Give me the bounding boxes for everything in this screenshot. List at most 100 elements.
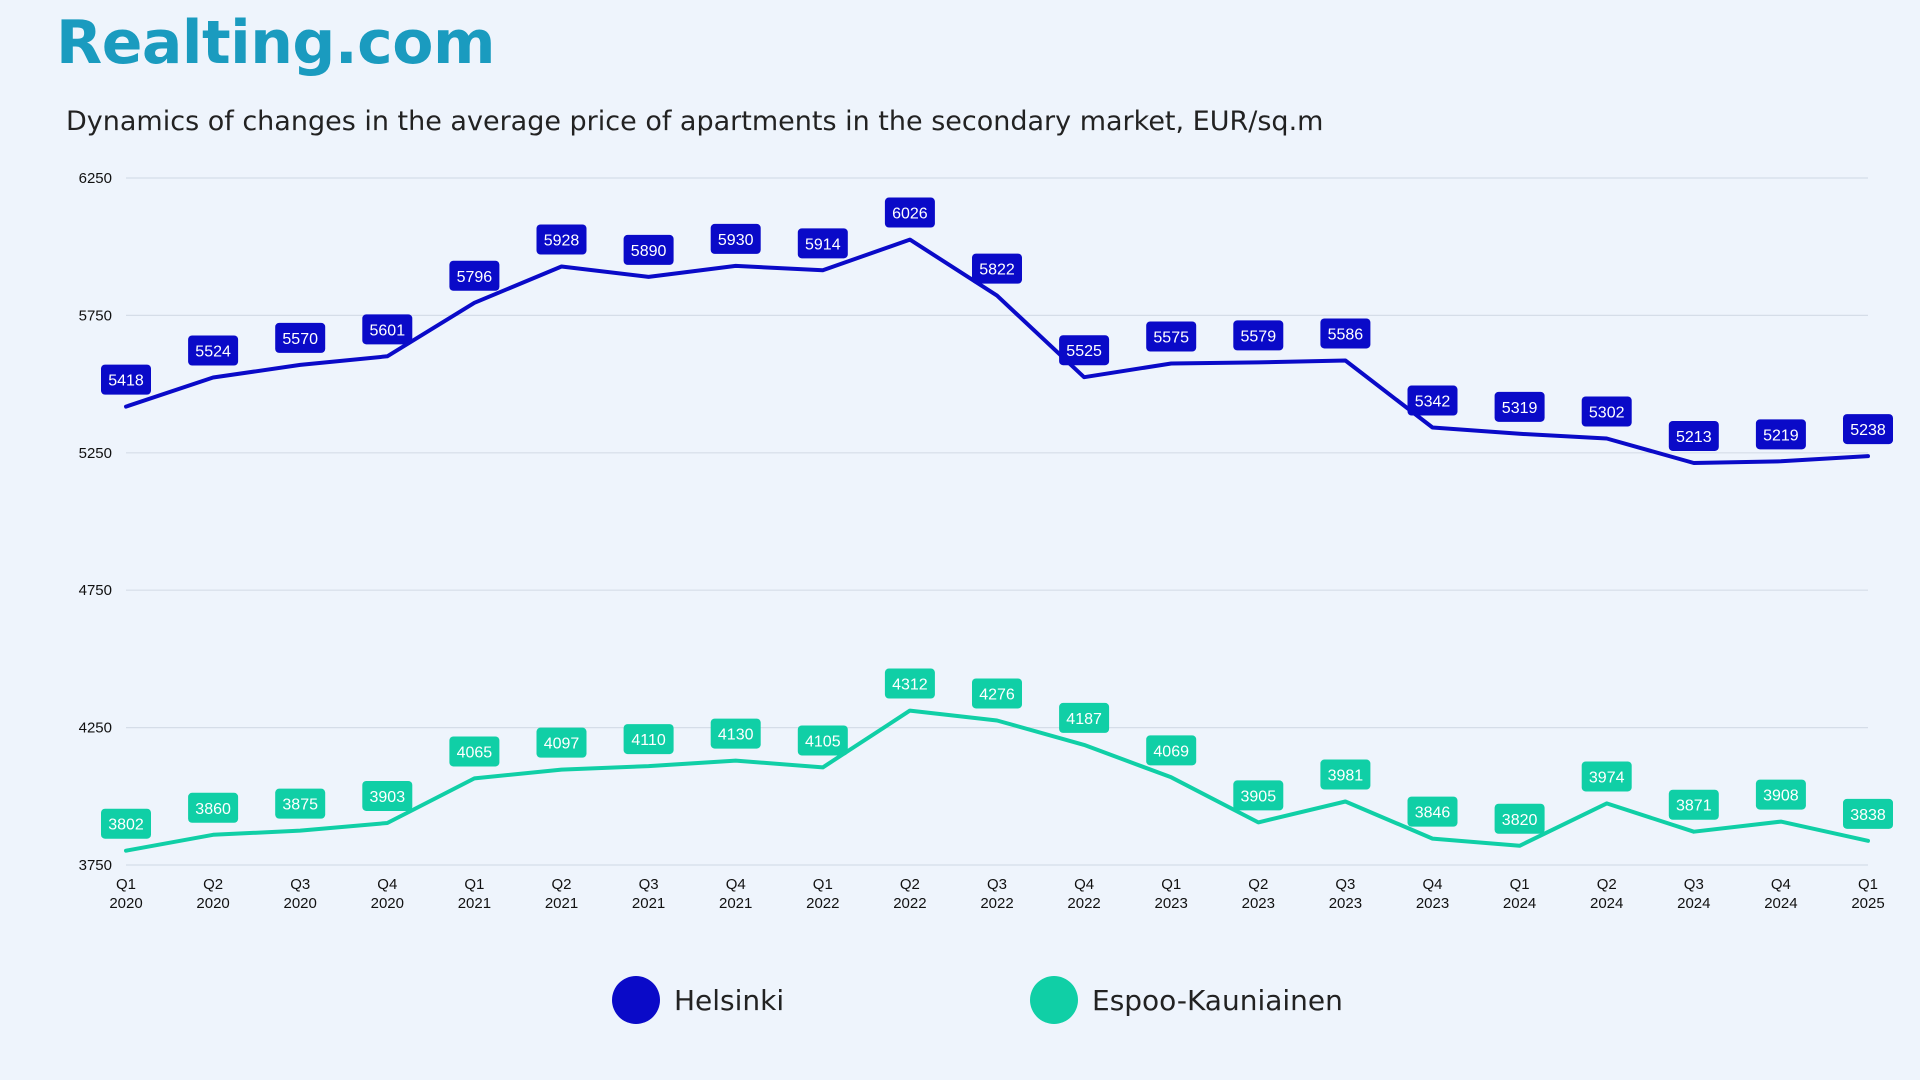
espoo-kauniainen-data-label: 3908 xyxy=(1755,779,1806,810)
x-tick-label-year: 2024 xyxy=(1590,895,1623,912)
legend-espoo-kauniainen-label: Espoo-Kauniainen xyxy=(1092,983,1343,1017)
data-label-text: 5575 xyxy=(1153,329,1189,346)
x-tick-label: Q4 xyxy=(1422,876,1442,893)
x-tick-label-year: 2023 xyxy=(1242,895,1275,912)
data-label-text: 5319 xyxy=(1502,400,1538,417)
espoo-kauniainen-data-label: 4130 xyxy=(710,718,761,749)
x-tick-label-year: 2020 xyxy=(196,895,229,912)
data-label-box xyxy=(710,223,761,254)
espoo-kauniainen-data-label: 4110 xyxy=(623,724,674,755)
data-label-box xyxy=(1843,414,1893,445)
data-label-box xyxy=(536,224,587,255)
espoo-kauniainen-data-label: 4105 xyxy=(797,725,848,756)
x-tick-label-year: 2020 xyxy=(284,895,317,912)
data-label-box xyxy=(1668,420,1719,451)
x-tick-label: Q1 xyxy=(1161,876,1181,893)
data-label-box xyxy=(1320,759,1371,790)
data-label-text: 5570 xyxy=(282,331,318,348)
data-label-text: 3820 xyxy=(1502,812,1538,829)
data-label-box xyxy=(1755,419,1806,450)
espoo-kauniainen-data-label: 3974 xyxy=(1581,761,1632,792)
data-label-box xyxy=(101,364,151,395)
y-tick-label: 5250 xyxy=(79,445,112,462)
y-tick-label: 5750 xyxy=(79,307,112,324)
data-label-text: 3974 xyxy=(1589,769,1625,786)
data-label-box xyxy=(1494,803,1545,834)
data-label-box xyxy=(1320,318,1371,349)
data-label-box xyxy=(972,253,1022,284)
x-tick-label-year: 2020 xyxy=(109,895,142,912)
data-label-box xyxy=(1059,335,1110,366)
helsinki-data-label: 5928 xyxy=(536,224,587,255)
x-tick-label-year: 2023 xyxy=(1329,895,1362,912)
x-tick-label: Q1 xyxy=(464,876,484,893)
helsinki-data-label: 5575 xyxy=(1146,321,1197,352)
data-label-box xyxy=(188,335,239,366)
espoo-kauniainen-data-label: 4312 xyxy=(884,668,935,699)
data-label-box xyxy=(710,718,761,749)
helsinki-data-label: 5601 xyxy=(362,314,413,345)
data-label-box xyxy=(1233,780,1284,811)
data-label-text: 5890 xyxy=(631,243,667,260)
data-label-text: 4276 xyxy=(979,686,1015,703)
data-label-text: 3860 xyxy=(195,801,231,818)
data-label-text: 5342 xyxy=(1415,394,1451,411)
data-label-text: 3838 xyxy=(1850,807,1886,824)
espoo-kauniainen-data-label: 4187 xyxy=(1059,702,1110,733)
data-label-text: 6026 xyxy=(892,206,928,223)
espoo-kauniainen-data-label: 3802 xyxy=(101,808,151,839)
helsinki-data-label: 5302 xyxy=(1581,396,1632,427)
x-tick-label: Q2 xyxy=(1597,876,1617,893)
helsinki-data-label: 5238 xyxy=(1843,414,1893,445)
x-tick-label: Q3 xyxy=(987,876,1007,893)
x-tick-label-year: 2024 xyxy=(1677,895,1710,912)
data-label-text: 4105 xyxy=(805,733,841,750)
data-label-text: 4312 xyxy=(892,677,928,694)
espoo-kauniainen-series-line xyxy=(124,708,1870,853)
x-tick-label: Q4 xyxy=(377,876,397,893)
data-label-text: 4097 xyxy=(544,736,580,753)
helsinki-data-label: 5890 xyxy=(623,234,674,265)
helsinki-data-label: 5219 xyxy=(1755,419,1806,450)
data-label-box xyxy=(536,727,587,758)
espoo-kauniainen-data-label: 3846 xyxy=(1407,796,1458,827)
data-label-box xyxy=(101,808,151,839)
x-tick-label-year: 2025 xyxy=(1851,895,1884,912)
helsinki-data-label: 5319 xyxy=(1494,391,1545,422)
espoo-kauniainen-data-label: 3860 xyxy=(188,792,239,823)
data-label-text: 3802 xyxy=(108,817,144,834)
helsinki-data-label: 5570 xyxy=(275,322,326,353)
x-tick-label: Q3 xyxy=(290,876,310,893)
helsinki-data-label: 5579 xyxy=(1233,320,1284,351)
x-tick-label-year: 2024 xyxy=(1764,895,1797,912)
x-tick-label: Q3 xyxy=(1684,876,1704,893)
data-label-text: 5579 xyxy=(1241,328,1277,345)
x-tick-label-year: 2021 xyxy=(545,895,578,912)
data-label-box xyxy=(1581,761,1632,792)
data-label-box xyxy=(884,197,935,228)
x-tick-label: Q3 xyxy=(1335,876,1355,893)
data-label-box xyxy=(1668,789,1719,820)
data-label-text: 5928 xyxy=(544,232,580,249)
data-label-text: 3875 xyxy=(282,797,318,814)
x-tick-label-year: 2021 xyxy=(719,895,752,912)
data-label-box xyxy=(972,678,1022,709)
y-tick-label: 4750 xyxy=(79,582,112,599)
helsinki-data-label: 5524 xyxy=(188,335,239,366)
x-tick-label-year: 2020 xyxy=(371,895,404,912)
data-label-box xyxy=(1843,798,1893,829)
espoo-kauniainen-data-label: 4276 xyxy=(972,678,1022,709)
helsinki-legend-marker-icon xyxy=(612,976,660,1024)
espoo-kauniainen-data-label: 3903 xyxy=(362,780,413,811)
helsinki-data-label: 5418 xyxy=(101,364,151,395)
helsinki-data-label: 5914 xyxy=(797,228,848,259)
x-tick-label: Q2 xyxy=(900,876,920,893)
data-label-box xyxy=(797,228,848,259)
data-label-text: 3981 xyxy=(1328,768,1364,785)
data-label-text: 4110 xyxy=(631,732,666,749)
data-label-box xyxy=(1146,321,1197,352)
realting-logo[interactable]: Realting.com xyxy=(56,8,495,78)
helsinki-data-label: 5796 xyxy=(449,260,500,291)
x-tick-label-year: 2023 xyxy=(1416,895,1449,912)
